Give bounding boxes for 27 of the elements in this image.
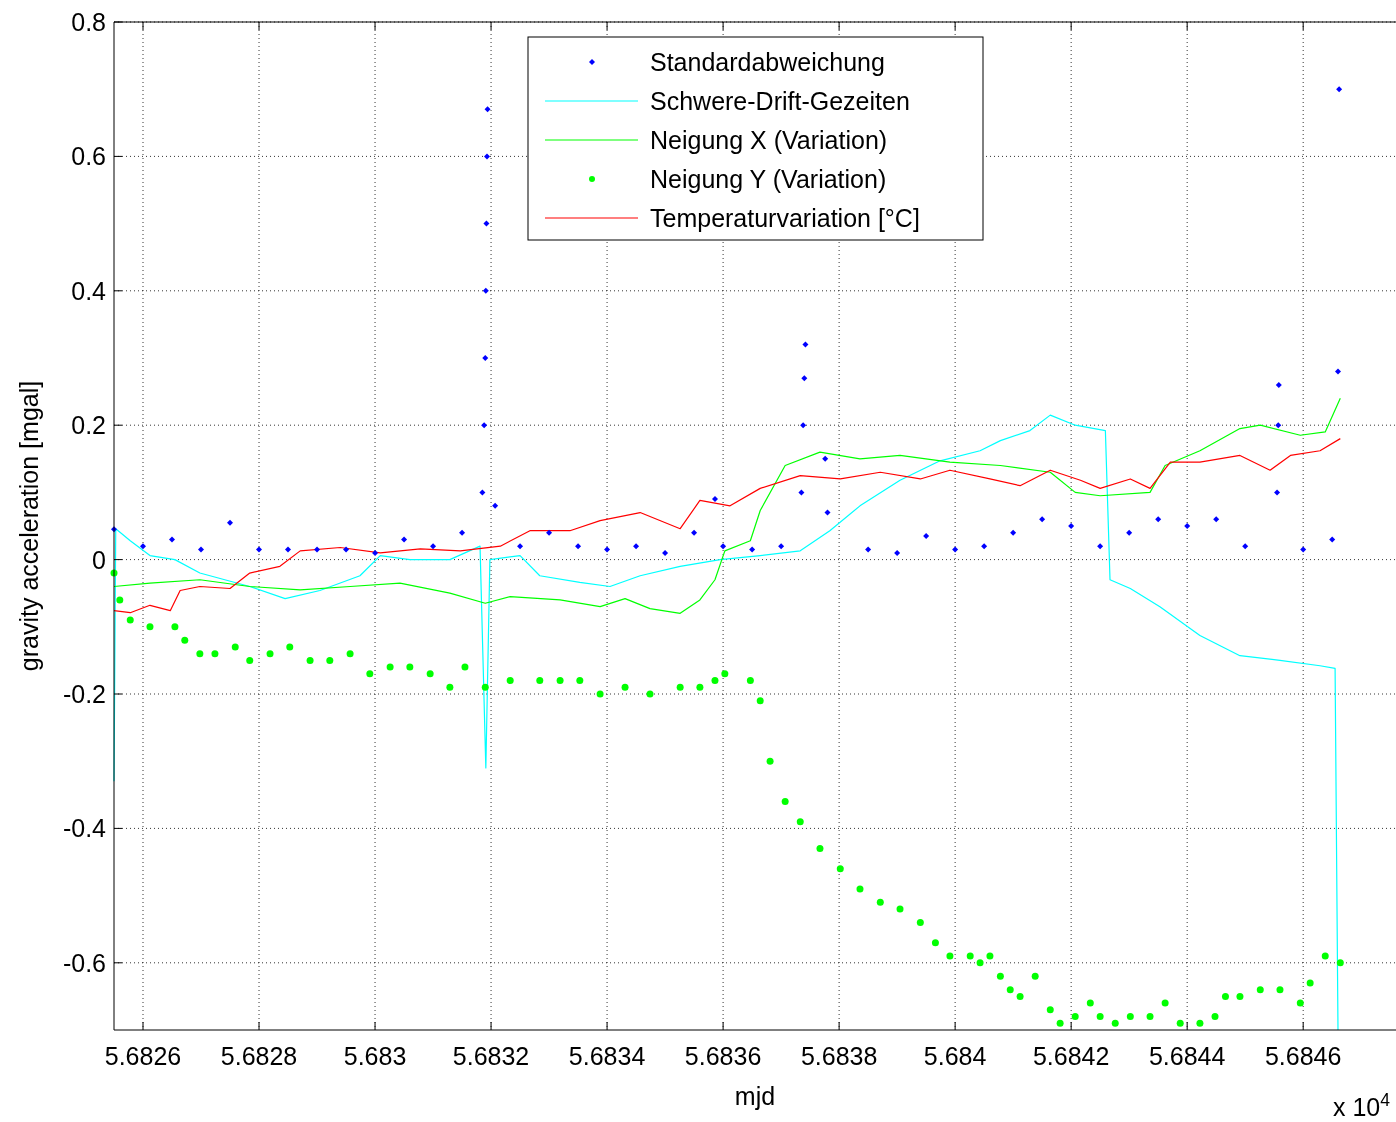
x-tick-label: 5.6842 [1032, 1042, 1110, 1070]
x-tick-label: 5.6834 [568, 1042, 646, 1070]
x-tick-label: 5.683 [343, 1042, 407, 1070]
legend-label: Temperaturvariation [°C] [650, 204, 920, 232]
x-tick-label: 5.6846 [1264, 1042, 1342, 1070]
x-tick-label: 5.6826 [104, 1042, 182, 1070]
y-axis-title: gravity acceleration [mgal] [15, 380, 43, 672]
x-axis-title: mjd [734, 1082, 776, 1110]
x-tick-label: 5.6828 [220, 1042, 298, 1070]
legend-label: Schwere-Drift-Gezeiten [650, 87, 910, 115]
y-tick-label: -0.2 [62, 680, 106, 708]
y-tick-label: 0.2 [71, 411, 106, 440]
legend-label: Standardabweichung [650, 48, 885, 76]
y-tick-label: 0.6 [71, 142, 106, 171]
x-tick-label: 5.6838 [800, 1042, 878, 1070]
x-tick-label: 5.6832 [452, 1042, 530, 1070]
text: x 10$^{4}$ [1333, 1090, 1391, 1121]
y-tick-label: 0.4 [71, 276, 107, 305]
y-tick-label: -0.6 [62, 948, 106, 977]
x-tick-label: 5.684 [923, 1042, 987, 1070]
y-tick-label: 0.8 [71, 8, 106, 36]
x-tick-label: 5.6844 [1148, 1042, 1226, 1070]
legend-label: Neigung X (Variation) [650, 126, 888, 154]
y-tick-label: -0.4 [62, 814, 107, 843]
legend-label: Neigung Y (Variation) [650, 165, 887, 193]
y-tick-label: 0 [92, 545, 106, 574]
x-tick-label: 5.6836 [684, 1042, 762, 1070]
